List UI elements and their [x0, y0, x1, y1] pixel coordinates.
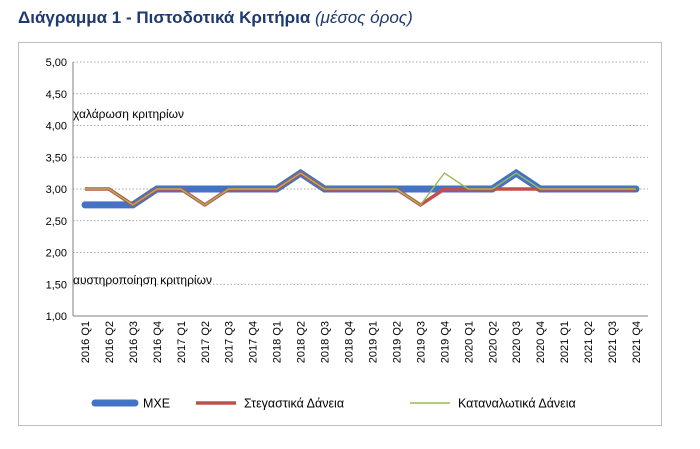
x-tick-label: 2018 Q2	[296, 321, 308, 363]
x-tick-labels: 2016 Q1 2016 Q2 2016 Q3 2016 Q4 2017 Q1 2017 …	[80, 321, 643, 363]
legend: ΜΧΕ Στεγαστικά Δάνεια Καταναλωτικά Δάνεια	[91, 397, 576, 411]
y-tick-label: 2,00	[46, 248, 67, 260]
gridlines	[73, 61, 648, 285]
y-tick-label: 1,50	[46, 279, 67, 291]
x-tick-label: 2019 Q3	[415, 321, 427, 363]
chart-title: Διάγραμμα 1 - Πιστοδοτικά Κριτήρια (μέσο…	[18, 8, 413, 28]
chart-title-sub: (μέσος όρος)	[315, 8, 413, 27]
x-tick-label: 2017 Q1	[176, 321, 188, 363]
x-tick-label: 2017 Q3	[224, 321, 236, 363]
y-tick-label: 4,00	[46, 121, 67, 133]
x-tick-label: 2021 Q2	[583, 321, 595, 363]
x-tick-label: 2016 Q3	[128, 321, 140, 363]
annotation-easing: χαλάρωση κριτηρίων	[73, 107, 184, 121]
x-tick-label: 2021 Q1	[559, 321, 571, 363]
axes	[72, 62, 648, 317]
legend-label: Καταναλωτικά Δάνεια	[458, 397, 576, 411]
x-tick-label: 2017 Q4	[248, 321, 260, 363]
x-tick-label: 2018 Q3	[320, 321, 332, 363]
x-tick-label: 2019 Q1	[367, 321, 379, 363]
chart-frame	[18, 42, 662, 426]
y-tick-label: 4,50	[46, 89, 67, 101]
series-lines	[81, 168, 640, 209]
y-tick-label: 3,00	[46, 184, 67, 196]
x-tick-label: 2016 Q4	[152, 321, 164, 363]
x-tick-label: 2020 Q3	[511, 321, 523, 363]
x-tick-label: 2019 Q2	[391, 321, 403, 363]
y-tick-label: 1,00	[46, 311, 67, 323]
x-tick-label: 2018 Q4	[344, 321, 356, 363]
x-tick-label: 2021 Q4	[631, 321, 643, 363]
x-tick-label: 2018 Q1	[272, 321, 284, 363]
x-tick-label: 2016 Q2	[104, 321, 116, 363]
x-tick-label: 2020 Q1	[463, 321, 475, 363]
x-tick-label: 2019 Q4	[439, 321, 451, 363]
series-line-3	[85, 172, 636, 206]
x-tick-label: 2016 Q1	[80, 321, 92, 363]
y-tick-label: 2,50	[46, 216, 67, 228]
x-tick-label: 2017 Q2	[200, 321, 212, 363]
x-tick-label: 2021 Q3	[607, 321, 619, 363]
y-tick-label: 5,00	[46, 57, 67, 69]
y-tick-labels: 5,00 4,50 4,00 3,50 3,00 2,50 2,00 1,50 1,00	[46, 57, 67, 323]
x-tick-label: 2020 Q4	[535, 321, 547, 363]
annotation-tightening: αυστηροποίηση κριτηρίων	[73, 273, 212, 287]
y-tick-label: 3,50	[46, 152, 67, 164]
legend-label: Στεγαστικά Δάνεια	[244, 397, 344, 411]
legend-label: ΜΧΕ	[143, 397, 170, 411]
x-tick-label: 2020 Q2	[487, 321, 499, 363]
chart-title-main: Διάγραμμα 1 - Πιστοδοτικά Κριτήρια	[18, 8, 311, 27]
